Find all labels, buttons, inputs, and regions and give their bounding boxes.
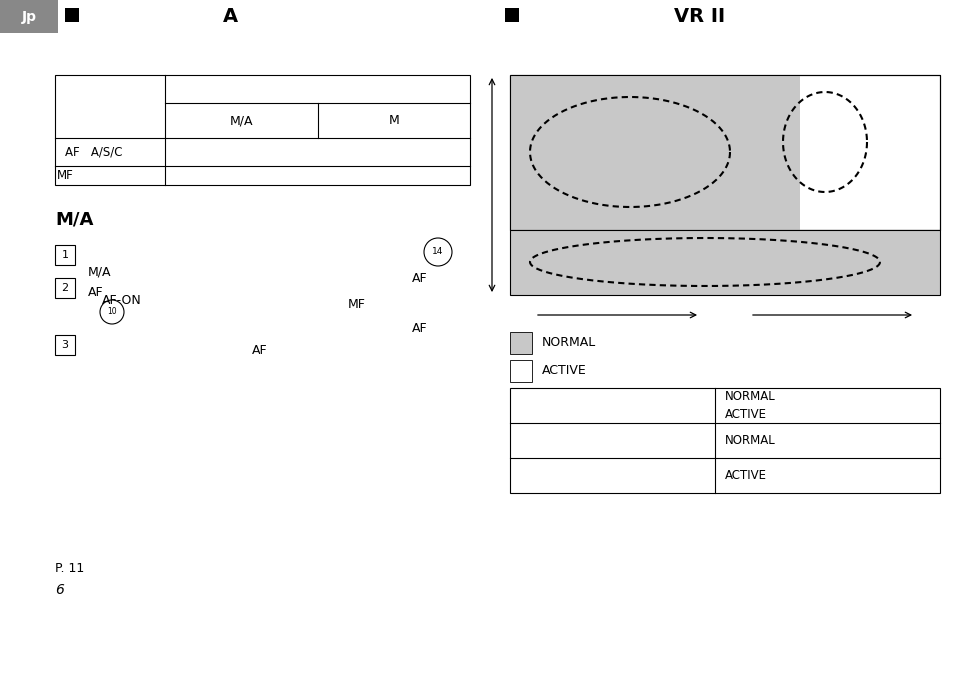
Bar	[510, 75, 939, 230]
Text: AF-ON: AF-ON	[102, 294, 142, 307]
Bar	[510, 388, 939, 493]
Bar	[55, 335, 75, 355]
Text: AF   A/S/C: AF A/S/C	[65, 146, 122, 158]
Text: 2: 2	[61, 283, 69, 293]
Text: 6: 6	[55, 583, 64, 597]
Text: 1: 1	[61, 250, 69, 260]
Text: NORMAL
ACTIVE: NORMAL ACTIVE	[724, 391, 775, 420]
Text: Jp: Jp	[22, 9, 36, 24]
Bar	[55, 75, 470, 185]
Bar	[65, 8, 79, 22]
Text: AF: AF	[412, 322, 427, 334]
Text: M/A: M/A	[88, 265, 112, 278]
Bar	[0, 0, 58, 33]
Text: 10: 10	[107, 307, 116, 317]
Bar	[510, 230, 939, 295]
Text: M/A: M/A	[55, 211, 93, 229]
Bar	[510, 75, 939, 230]
Text: ACTIVE: ACTIVE	[541, 364, 586, 378]
Text: P. 11: P. 11	[55, 561, 84, 575]
Text: 14: 14	[432, 248, 443, 257]
Bar	[510, 332, 532, 354]
Text: NORMAL: NORMAL	[724, 434, 775, 447]
Bar	[55, 278, 75, 298]
Bar	[55, 245, 75, 265]
Text: ACTIVE: ACTIVE	[724, 469, 766, 482]
Text: MF: MF	[348, 299, 366, 311]
Text: 3: 3	[61, 340, 69, 350]
Text: A: A	[222, 7, 237, 26]
Bar	[504, 8, 518, 22]
Text: M/A: M/A	[230, 114, 253, 127]
Text: VR II: VR II	[674, 7, 725, 26]
Text: AF: AF	[88, 286, 104, 299]
Text: NORMAL: NORMAL	[541, 336, 596, 349]
Bar	[510, 360, 532, 382]
Text: M: M	[388, 114, 398, 127]
Text: MF: MF	[56, 169, 73, 182]
Bar	[510, 75, 800, 230]
Text: AF: AF	[412, 271, 427, 284]
Text: AF: AF	[252, 343, 268, 357]
